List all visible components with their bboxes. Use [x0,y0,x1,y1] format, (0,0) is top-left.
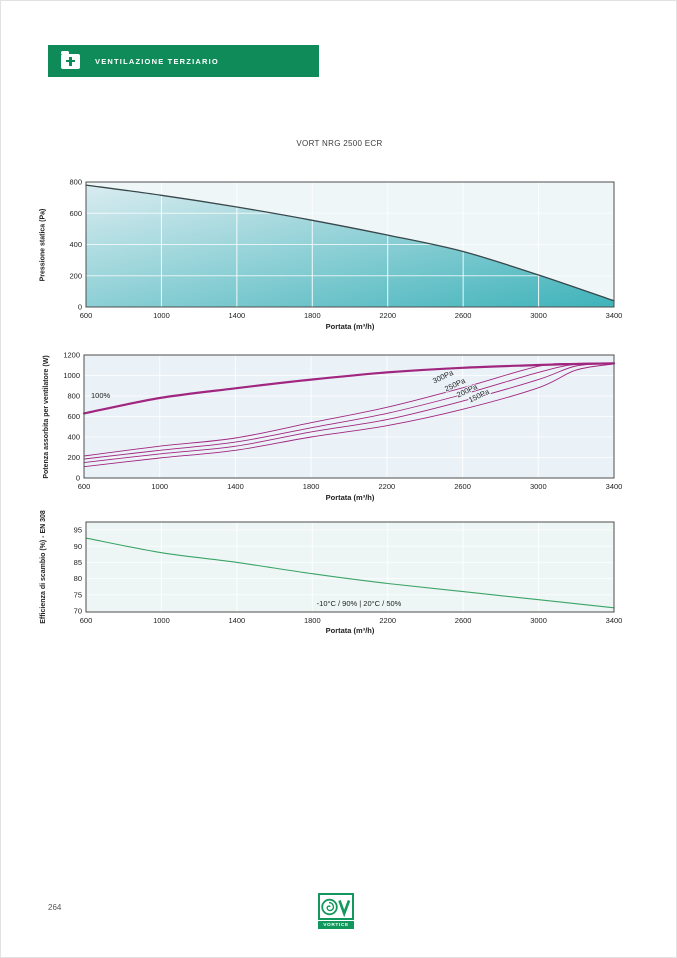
y-tick-label: 200 [67,453,80,462]
y-tick-label: 200 [69,271,82,280]
x-tick-label: 2600 [454,482,471,491]
plot-border [85,181,615,308]
x-tick-label: 2200 [379,616,396,625]
y-tick-label: 85 [74,558,82,567]
y-tick-label: 1000 [63,371,80,380]
y-tick-label: 90 [74,542,82,551]
x-tick-label: 1400 [227,482,244,491]
chart1-ylabel: Pressione statica (Pa) [39,208,47,282]
x-tick-label: 1000 [153,616,170,625]
y-tick-label: 75 [74,590,82,599]
chart-static-pressure: 600 1000 1400 1800 2200 2600 3000 3400 0 200 400 60… [69,178,623,320]
y-tick-label: 400 [69,240,82,249]
x-tick-label: 1400 [229,311,246,320]
plot-border [85,521,615,613]
x-tick-label: 1400 [229,616,246,625]
chart3-xlabel: Portata (m³/h) [325,626,375,635]
section-title: VENTILAZIONE TERZIARIO [95,56,219,66]
x-tick-label: 600 [78,482,91,491]
area-fill [86,185,614,307]
x-tick-label: 3400 [606,616,623,625]
vortice-spiral-icon [318,893,354,920]
x-tick-label: 3400 [606,482,623,491]
x-tick-label: 2200 [379,482,396,491]
vortice-logo: VORTICE [318,893,354,929]
logo-wordmark: VORTICE [318,921,354,929]
x-tick-label: 2600 [455,311,472,320]
x-tick-label: 1800 [303,482,320,491]
plot-background [86,522,614,612]
y-tick-label: 0 [78,303,82,312]
page-number: 264 [48,903,62,912]
x-tick-label: 3000 [530,311,547,320]
y-tick-label: 800 [67,392,80,401]
x-tick-label: 3400 [606,311,623,320]
y-tick-label: 800 [69,178,82,187]
section-banner: VENTILAZIONE TERZIARIO [48,45,319,77]
y-tick-label: 400 [67,433,80,442]
x-tick-label: 600 [80,616,93,625]
series-300Pa [83,362,615,457]
plus-icon [66,56,75,66]
series-100% [82,362,616,415]
y-tick-label: 600 [67,412,80,421]
x-tick-label: 1000 [153,311,170,320]
x-tick-label: 3000 [530,616,547,625]
series-150Pa [83,363,615,468]
product-title: VORT NRG 2500 ECR [296,139,383,148]
condition-annotation: -10°C / 90% | 20°C / 50% [317,599,402,608]
x-tick-label: 2600 [455,616,472,625]
x-tick-label: 3000 [530,482,547,491]
x-tick-label: 2200 [379,311,396,320]
curve-label-100%: 100% [91,391,111,400]
x-tick-label: 1000 [151,482,168,491]
y-tick-label: 70 [74,607,82,616]
chart2-xlabel: Portata (m³/h) [325,493,375,502]
series-efficiency [85,537,615,609]
x-tick-label: 600 [80,311,93,320]
series-200Pa [83,363,615,464]
series-250Pa [83,362,615,460]
y-tick-label: 600 [69,209,82,218]
chart1-xlabel: Portata (m³/h) [325,322,375,331]
y-tick-label: 0 [76,474,80,483]
x-tick-label: 1800 [304,616,321,625]
y-tick-label: 80 [74,574,82,583]
series-pressure-curve [85,184,615,302]
chart-efficiency: 600 1000 1400 1800 2200 2600 3000 3400 70 75 80 85 9… [74,521,623,625]
y-tick-label: 95 [74,526,82,535]
plot-border [83,354,615,479]
y-tick-label: 1200 [63,351,80,360]
folder-plus-icon [61,50,80,69]
x-tick-label: 1800 [304,311,321,320]
chart-fan-power: 600 1000 1400 1800 2200 2600 3000 3400 0 200 400 60… [63,351,623,491]
